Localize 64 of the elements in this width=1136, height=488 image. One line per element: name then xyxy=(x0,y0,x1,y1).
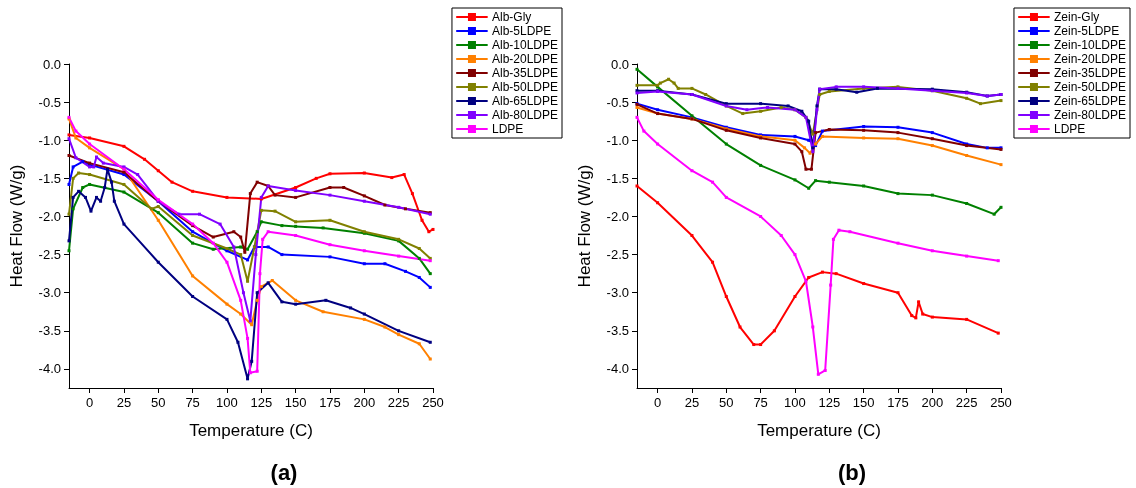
x-tick-label: 125 xyxy=(250,395,273,410)
y-axis-title: Heat Flow (W/g) xyxy=(7,164,26,288)
y-tick-label: -2.0 xyxy=(38,208,61,224)
legend-label: Alb-80LDPE xyxy=(491,108,559,122)
legend-label: Zein-80LDPE xyxy=(1053,108,1127,122)
legend-label: LDPE xyxy=(1053,122,1086,136)
x-tick-label: 75 xyxy=(185,395,200,410)
legend-label: Alb-Gly xyxy=(491,10,532,24)
legend-label: Zein-Gly xyxy=(1053,10,1100,24)
legend-label: Alb-10LDPE xyxy=(491,38,559,52)
y-tick-label: -1.0 xyxy=(38,132,61,148)
legend-label: Alb-50LDPE xyxy=(491,80,559,94)
x-tick-label: 125 xyxy=(818,395,841,410)
y-tick-label: -3.0 xyxy=(38,285,61,301)
y-tick-label: -3.5 xyxy=(606,323,629,339)
x-tick-label: 200 xyxy=(353,395,376,410)
y-tick-label: -3.5 xyxy=(38,323,61,339)
x-tick-label: 200 xyxy=(921,395,944,410)
legend-label: Zein-65LDPE xyxy=(1053,94,1127,108)
y-tick-label: -0.5 xyxy=(38,94,61,110)
legend-label: Alb-5LDPE xyxy=(491,24,552,38)
legend-label: LDPE xyxy=(491,122,524,136)
legend-label: Alb-20LDPE xyxy=(491,52,559,66)
y-tick-label: -0.5 xyxy=(606,94,629,110)
y-tick-label: -2.5 xyxy=(606,247,629,263)
x-tick-label: 50 xyxy=(151,395,166,410)
y-tick-label: -4.0 xyxy=(606,361,629,377)
x-tick-label: 225 xyxy=(387,395,410,410)
legend-label: Zein-10LDPE xyxy=(1053,38,1127,52)
y-tick-label: -3.0 xyxy=(606,285,629,301)
y-tick-label: 0.0 xyxy=(610,56,629,72)
legend-label: Zein-5LDPE xyxy=(1053,24,1120,38)
x-tick-label: 100 xyxy=(216,395,238,410)
y-tick-label: -2.0 xyxy=(606,208,629,224)
x-tick-label: 150 xyxy=(284,395,307,410)
legend-label: Zein-50LDPE xyxy=(1053,80,1127,94)
x-tick-label: 75 xyxy=(753,395,768,410)
x-tick-label: 25 xyxy=(684,395,700,410)
y-tick-label: -2.5 xyxy=(38,247,61,263)
legend-label: Zein-35LDPE xyxy=(1053,66,1127,80)
x-tick-label: 50 xyxy=(719,395,734,410)
y-tick-label: 0.0 xyxy=(42,56,61,72)
text: (a) xyxy=(270,459,298,485)
x-tick-label: 25 xyxy=(116,395,132,410)
y-axis-title: Heat Flow (W/g) xyxy=(575,164,594,288)
legend-label: Alb-65LDPE xyxy=(491,94,559,108)
legend-label: Alb-35LDPE xyxy=(491,66,559,80)
y-tick-label: -1.0 xyxy=(606,132,629,148)
text: (b) xyxy=(837,459,867,485)
x-axis-title: Temperature (C) xyxy=(757,421,881,440)
y-tick-label: -1.5 xyxy=(606,170,629,186)
x-tick-label: 175 xyxy=(887,395,909,410)
x-tick-label: 175 xyxy=(319,395,341,410)
y-tick-label: -1.5 xyxy=(38,170,61,186)
x-tick-label: 250 xyxy=(422,395,444,410)
y-tick-label: -4.0 xyxy=(38,361,61,377)
x-tick-label: 0 xyxy=(85,395,94,410)
legend-label: Zein-20LDPE xyxy=(1053,52,1127,66)
x-axis-title: Temperature (C) xyxy=(189,421,313,440)
x-tick-label: 250 xyxy=(990,395,1012,410)
x-tick-label: 225 xyxy=(955,395,978,410)
x-tick-label: 0 xyxy=(653,395,662,410)
x-tick-label: 150 xyxy=(852,395,875,410)
x-tick-label: 100 xyxy=(784,395,806,410)
